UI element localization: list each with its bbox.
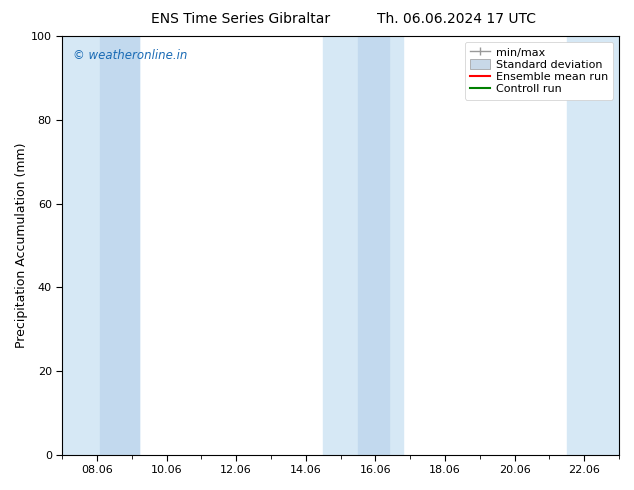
Bar — [323, 36, 403, 455]
Bar — [62, 36, 139, 455]
Bar — [100, 36, 139, 455]
Bar — [567, 36, 619, 455]
Bar — [358, 36, 389, 455]
Text: © weatheronline.in: © weatheronline.in — [74, 49, 188, 62]
Text: ENS Time Series Gibraltar: ENS Time Series Gibraltar — [152, 12, 330, 26]
Text: Th. 06.06.2024 17 UTC: Th. 06.06.2024 17 UTC — [377, 12, 536, 26]
Y-axis label: Precipitation Accumulation (mm): Precipitation Accumulation (mm) — [15, 143, 28, 348]
Legend: min/max, Standard deviation, Ensemble mean run, Controll run: min/max, Standard deviation, Ensemble me… — [465, 42, 614, 99]
